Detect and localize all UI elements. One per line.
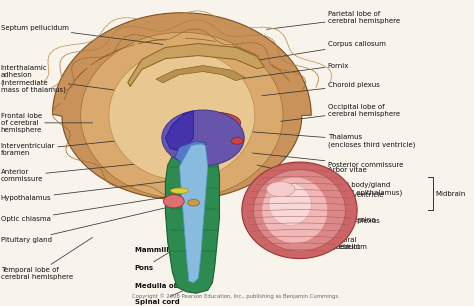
Polygon shape [165, 111, 193, 151]
Text: Frontal lobe
of cerebral
hemisphere: Frontal lobe of cerebral hemisphere [0, 113, 92, 133]
Polygon shape [53, 13, 311, 200]
Text: Fornix: Fornix [238, 62, 349, 79]
Text: Optic chiasma: Optic chiasma [0, 195, 177, 222]
Polygon shape [156, 65, 246, 83]
Text: Medulla oblongata: Medulla oblongata [135, 256, 209, 289]
Text: Pineal body/gland
(part of epithalamus): Pineal body/gland (part of epithalamus) [257, 165, 402, 196]
Text: Midbrain: Midbrain [435, 191, 465, 197]
Text: Spinal cord: Spinal cord [135, 280, 208, 305]
Polygon shape [128, 43, 264, 87]
Text: Mammillary body: Mammillary body [135, 212, 203, 252]
Ellipse shape [162, 110, 244, 166]
Text: Copyright © 2006 Pearson Education, Inc., publishing as Benjamin Cummings.: Copyright © 2006 Pearson Education, Inc.… [132, 294, 340, 299]
Text: Pituitary gland: Pituitary gland [0, 207, 168, 244]
Text: Choroid plexus: Choroid plexus [262, 82, 380, 96]
Text: Posterior commissure: Posterior commissure [253, 153, 403, 168]
Text: Interthalamic
adhesion
(intermediate
mass of thalamus): Interthalamic adhesion (intermediate mas… [0, 65, 168, 97]
Text: Interventricular
foramen: Interventricular foramen [0, 135, 175, 156]
Polygon shape [175, 141, 205, 165]
Polygon shape [165, 144, 219, 293]
Polygon shape [180, 144, 208, 283]
Text: Arbor vitae: Arbor vitae [304, 166, 366, 173]
Text: Pons: Pons [135, 233, 201, 271]
Circle shape [164, 195, 184, 208]
Ellipse shape [269, 183, 311, 226]
Ellipse shape [266, 182, 295, 197]
Text: Cerebral
aqueduct: Cerebral aqueduct [253, 209, 361, 250]
Ellipse shape [189, 112, 241, 133]
Text: Cerebellum: Cerebellum [304, 244, 367, 249]
Text: Hypothalamus: Hypothalamus [0, 180, 177, 201]
Text: Corpus callosum: Corpus callosum [253, 41, 385, 61]
Polygon shape [109, 50, 255, 180]
Ellipse shape [188, 200, 200, 206]
Polygon shape [81, 32, 283, 198]
Text: Occipital lobe of
cerebral hemisphere: Occipital lobe of cerebral hemisphere [281, 104, 400, 121]
Ellipse shape [242, 162, 357, 259]
Text: Corpora
quadrigemina: Corpora quadrigemina [266, 189, 376, 223]
Text: Fourth ventricle: Fourth ventricle [304, 192, 383, 198]
Ellipse shape [254, 170, 346, 251]
Ellipse shape [171, 188, 189, 193]
Text: Thalamus
(encloses third ventricle): Thalamus (encloses third ventricle) [253, 132, 415, 148]
Text: Septum pellucidum: Septum pellucidum [0, 25, 163, 44]
Ellipse shape [231, 138, 243, 144]
Text: Choroid plexus: Choroid plexus [304, 218, 380, 224]
Text: Parietal lobe of
cerebral hemisphere: Parietal lobe of cerebral hemisphere [266, 11, 400, 29]
Ellipse shape [262, 177, 328, 244]
Text: Anterior
commissure: Anterior commissure [0, 161, 170, 182]
Text: Temporal lobe of
cerebral hemisphere: Temporal lobe of cerebral hemisphere [0, 237, 92, 280]
